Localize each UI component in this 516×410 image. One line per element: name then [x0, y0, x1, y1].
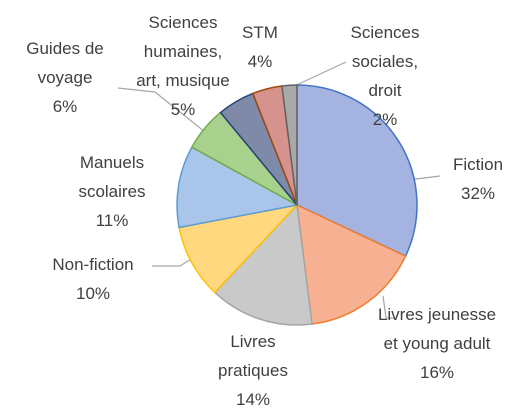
category-label: Fiction — [452, 155, 504, 174]
slice-label: Fiction 32% — [438, 150, 516, 208]
category-label: Livres pratiques — [218, 332, 288, 380]
category-label: Sciences humaines, art, musique — [136, 13, 230, 90]
slice-label: Sciences sociales, droit 2% — [340, 18, 430, 134]
slice-label: STM 4% — [235, 18, 285, 76]
slice-label: Non-fiction 10% — [38, 250, 148, 308]
slices — [176, 84, 418, 326]
pie-slice — [281, 84, 298, 206]
value-label: 2% — [372, 110, 398, 129]
leader-line — [289, 61, 347, 89]
value-label: 11% — [95, 211, 129, 230]
category-label: Livres jeunesse et young adult — [377, 305, 497, 353]
value-label: 10% — [75, 284, 111, 303]
pie-slice — [296, 84, 418, 258]
value-label: 14% — [235, 390, 271, 409]
value-label: 16% — [419, 363, 455, 382]
slice-label: Livres jeunesse et young adult 16% — [377, 300, 497, 387]
category-label: Sciences sociales, droit — [350, 23, 420, 100]
category-label: Manuels scolaires — [78, 153, 146, 201]
slice-label: Guides de voyage 6% — [10, 34, 120, 121]
value-label: 6% — [52, 97, 78, 116]
category-label: Non-fiction — [52, 255, 134, 274]
pie-slice — [178, 203, 300, 294]
value-label: 5% — [170, 100, 196, 119]
value-label: 32% — [460, 184, 496, 203]
pie-slice — [213, 203, 313, 326]
pie-slice — [296, 203, 407, 325]
pie-slice — [176, 146, 300, 229]
slice-label: Livres pratiques 14% — [208, 327, 298, 410]
category-label: STM — [242, 23, 278, 42]
value-label: 4% — [247, 52, 273, 71]
slice-label: Manuels scolaires 11% — [62, 148, 162, 235]
slice-label: Sciences humaines, art, musique 5% — [133, 8, 233, 124]
leader-line — [117, 87, 206, 133]
leader-line — [382, 295, 395, 319]
category-label: Guides de voyage — [26, 39, 104, 87]
